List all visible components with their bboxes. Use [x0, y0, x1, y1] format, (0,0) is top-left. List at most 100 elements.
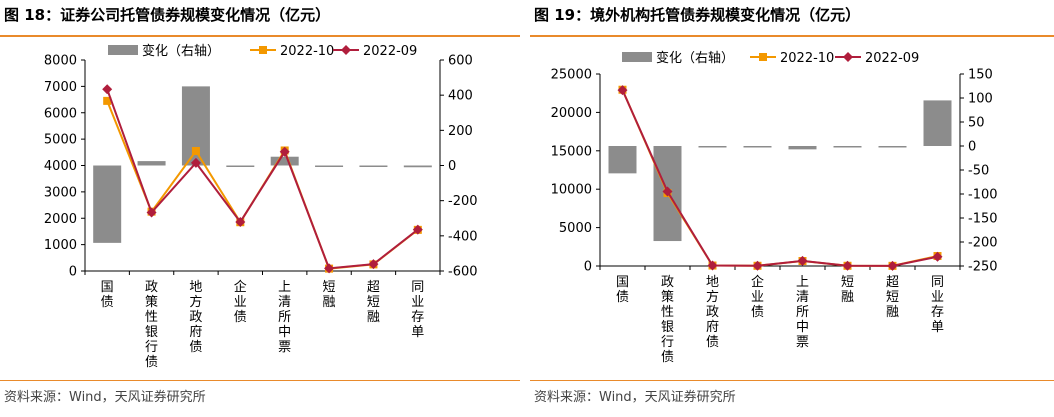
point-2022-09: [324, 263, 335, 274]
figure-source: 资料来源：Wind，天风证券研究所: [4, 390, 206, 405]
y2-tick-label: -250: [968, 260, 998, 275]
legend-diamond-marker: [341, 45, 351, 55]
y-tick-label: 0: [584, 260, 592, 275]
x-tick-label: 上清所中票: [278, 280, 291, 355]
legend-label: 2022-09: [363, 44, 417, 59]
x-tick-label: 地方政府债: [706, 275, 719, 350]
x-tick-label: 短融: [841, 275, 854, 305]
y2-tick-label: 100: [968, 92, 993, 107]
x-tick-label: 超短融: [886, 275, 899, 320]
legend-label: 变化（右轴）: [142, 43, 220, 59]
bar-change: [359, 165, 388, 167]
legend-square-marker: [759, 53, 767, 61]
point-2022-09: [368, 259, 379, 270]
x-tick-label: 短融: [323, 280, 336, 310]
figure-19-panel: 图 19：境外机构托管债券规模变化情况（亿元） 0 5000 10000 15000 2…: [530, 0, 1054, 417]
y2-tick-label: 200: [448, 124, 473, 139]
x-tick-label: 国债: [616, 275, 629, 305]
y2-tick-label: 50: [968, 116, 985, 131]
y-tick-label: 5000: [559, 221, 592, 236]
y-tick-label: 4000: [44, 159, 77, 174]
y-tick-label: 3000: [44, 185, 77, 200]
y-tick-label: 15000: [551, 144, 592, 159]
y2-tick-label: -200: [968, 236, 998, 251]
figure-18-panel: 图 18：证券公司托管债券规模变化情况（亿元） 0 1000 2000 3000 400…: [0, 0, 520, 417]
y-tick-label: 6000: [44, 106, 77, 121]
bar-change: [93, 165, 122, 243]
chart-foreign-custody: 0 5000 10000 15000 20000 25000 150 100 50 0 -50 -10…: [551, 50, 998, 365]
point-2022-10: [191, 146, 200, 155]
y2-tick-label: -150: [968, 212, 998, 227]
legend-label: 2022-10: [280, 44, 334, 59]
point-2022-09: [190, 157, 201, 168]
y-tick-label: 2000: [44, 212, 77, 227]
bar-change: [403, 165, 432, 168]
bar-change: [833, 146, 862, 148]
legend-square-marker: [259, 46, 267, 54]
y-tick-label: 8000: [44, 54, 77, 69]
bar-change: [698, 146, 727, 148]
x-tick-label: 政策性银行债: [661, 275, 674, 365]
figure-title: 图 18：证券公司托管债券规模变化情况（亿元）: [4, 6, 331, 24]
bar-change: [878, 146, 907, 148]
x-tick-label: 企业债: [234, 279, 247, 325]
point-2022-10: [103, 96, 112, 105]
line-series-2022-09: [621, 89, 938, 267]
bar-change: [923, 100, 952, 146]
bar-change: [226, 165, 255, 167]
point-2022-09: [797, 255, 808, 266]
y-tick-label: 10000: [551, 183, 592, 198]
x-tick-label: 同业存单: [931, 275, 944, 335]
legend-label: 变化（右轴）: [656, 50, 734, 66]
y-tick-label: 1000: [44, 238, 77, 253]
legend-label: 2022-09: [865, 51, 919, 66]
point-2022-09: [279, 146, 290, 157]
y2-tick-label: -100: [968, 188, 998, 203]
legend-bar-swatch: [622, 52, 652, 62]
y2-tick-label: -50: [968, 164, 989, 179]
y-tick-label: 25000: [551, 68, 592, 83]
point-2022-09: [842, 260, 853, 271]
y2-tick-label: -200: [448, 194, 478, 209]
x-tick-label: 上清所中票: [796, 275, 809, 350]
bar-change: [137, 161, 166, 166]
legend-diamond-marker: [843, 52, 853, 62]
y2-tick-label: 150: [968, 68, 993, 83]
figure-source: 资料来源：Wind，天风证券研究所: [534, 390, 736, 405]
point-2022-09: [752, 260, 763, 271]
bar-change: [608, 146, 637, 174]
x-tick-label: 超短融: [367, 280, 380, 325]
point-2022-09: [102, 84, 113, 95]
point-2022-09: [707, 260, 718, 271]
line-series-2022-09: [106, 88, 419, 270]
bar-change: [788, 146, 817, 150]
x-tick-label: 同业存单: [411, 280, 424, 340]
y-tick-label: 5000: [44, 133, 77, 148]
chart-securities-custody: 0 1000 2000 3000 4000 5000 6000 7000 8000 600 400 2…: [44, 43, 478, 370]
y2-tick-label: 0: [448, 159, 456, 174]
point-2022-09: [235, 216, 246, 227]
point-2022-09: [412, 224, 423, 235]
y2-tick-label: 0: [968, 140, 976, 155]
point-2022-09: [146, 207, 157, 218]
x-tick-label: 国债: [101, 280, 114, 310]
point-2022-09: [617, 85, 628, 96]
y2-tick-label: 600: [448, 54, 473, 69]
y-tick-label: 7000: [44, 80, 77, 95]
bar-change: [743, 146, 772, 148]
bar-change: [315, 165, 344, 167]
x-tick-label: 政策性银行债: [145, 280, 158, 370]
y-tick-label: 20000: [551, 106, 592, 121]
title-divider: [530, 35, 1054, 37]
y2-tick-label: 400: [448, 89, 473, 104]
figure-title: 图 19：境外机构托管债券规模变化情况（亿元）: [534, 6, 861, 24]
y2-tick-label: -600: [448, 265, 478, 280]
legend-bar-swatch: [108, 45, 138, 55]
bar-change: [270, 156, 299, 166]
title-divider: [0, 35, 520, 37]
source-divider: [0, 380, 520, 381]
point-2022-09: [932, 251, 943, 262]
x-tick-label: 企业债: [751, 274, 764, 320]
point-2022-09: [662, 186, 673, 197]
x-tick-label: 地方政府债: [189, 280, 202, 355]
